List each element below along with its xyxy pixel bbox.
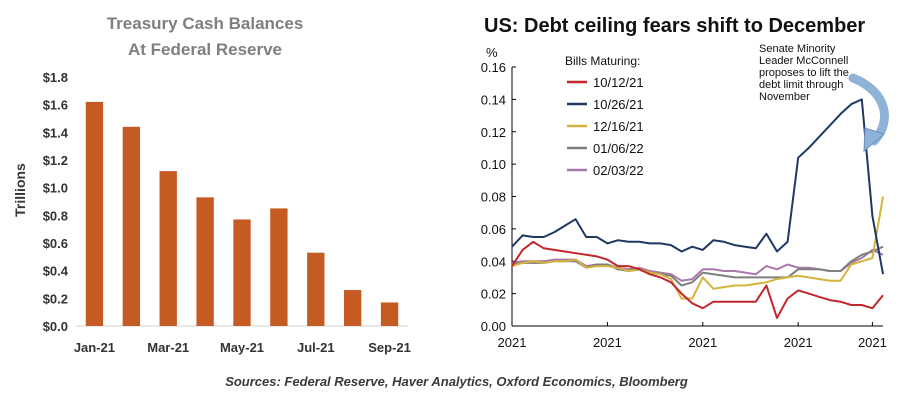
bar [307,252,325,326]
y-axis-label: Trillions [12,163,28,217]
chart-title-line: At Federal Reserve [128,40,282,59]
y-tick-label: $0.6 [43,236,68,251]
bar [85,101,104,327]
legend-title: Bills Maturing: [565,54,640,68]
y-tick-label: 0.10 [481,157,506,172]
y-tick-label: $0.0 [43,319,68,334]
y-tick-label: 0.12 [481,125,506,140]
x-tick-label: 2021 [858,335,887,350]
x-tick-label: Jul-21 [297,340,335,355]
y-tick-label: 0.04 [481,254,506,269]
bar [270,208,288,326]
y-tick-label: $0.8 [43,208,68,223]
y-tick-label: $1.2 [43,153,68,168]
bar [380,302,399,326]
series-line-10-26-21 [511,98,884,275]
annotation-text: proposes to lift the [759,67,849,79]
bar [159,171,177,326]
annotation-text: debt limit through [759,79,843,91]
bar [122,126,141,326]
y-tick-label: 0.14 [481,92,506,107]
y-tick-label: $0.2 [43,291,68,306]
bar [196,197,214,326]
y-tick-label: $1.4 [43,125,69,140]
x-tick-label: May-21 [220,340,264,355]
annotation-arrow-head [863,127,886,153]
y-tick-label: $1.6 [43,98,68,113]
x-tick-label: Sep-21 [368,340,411,355]
y-tick-label: $1.0 [43,181,68,196]
series-line-10-12-21 [511,240,884,319]
chart-title: US: Debt ceiling fears shift to December [484,15,865,37]
y-tick-label: $0.4 [43,264,69,279]
series-line-01-06-22 [511,245,884,287]
y-tick-label: 0.06 [481,222,506,237]
series-line-02-03-22 [511,248,884,282]
x-tick-label: Mar-21 [147,340,189,355]
bills-yield-line-chart: US: Debt ceiling fears shift to December… [481,15,889,350]
legend-label: 02/03/22 [593,163,644,178]
x-tick-label: 2021 [688,335,717,350]
x-tick-label: 2021 [593,335,622,350]
y-tick-label: 0.02 [481,287,506,302]
series-line-12-16-21 [511,196,884,300]
chart-title-line: Treasury Cash Balances [107,14,304,33]
annotation-text: November [759,91,810,103]
x-tick-label: 2021 [784,335,813,350]
source-note: Sources: Federal Reserve, Haver Analytic… [225,374,688,389]
legend-label: 10/12/21 [593,75,644,90]
y-tick-label: $1.8 [43,70,68,85]
y-tick-label: 0.00 [481,319,506,334]
annotation-text: Leader McConnell [759,55,848,67]
y-tick-label: 0.08 [481,190,506,205]
bar [233,219,251,326]
annotation-text: Senate Minority [759,43,836,55]
legend-label: 10/26/21 [593,97,644,112]
legend-label: 12/16/21 [593,119,644,134]
bar [343,290,362,326]
legend-label: 01/06/22 [593,141,644,156]
treasury-cash-bar-chart: Treasury Cash Balances At Federal Reserve… [12,14,411,355]
y-tick-label: 0.16 [481,60,506,75]
y-unit-label: % [486,45,498,60]
x-tick-label: 2021 [498,335,527,350]
x-tick-label: Jan-21 [74,340,115,355]
